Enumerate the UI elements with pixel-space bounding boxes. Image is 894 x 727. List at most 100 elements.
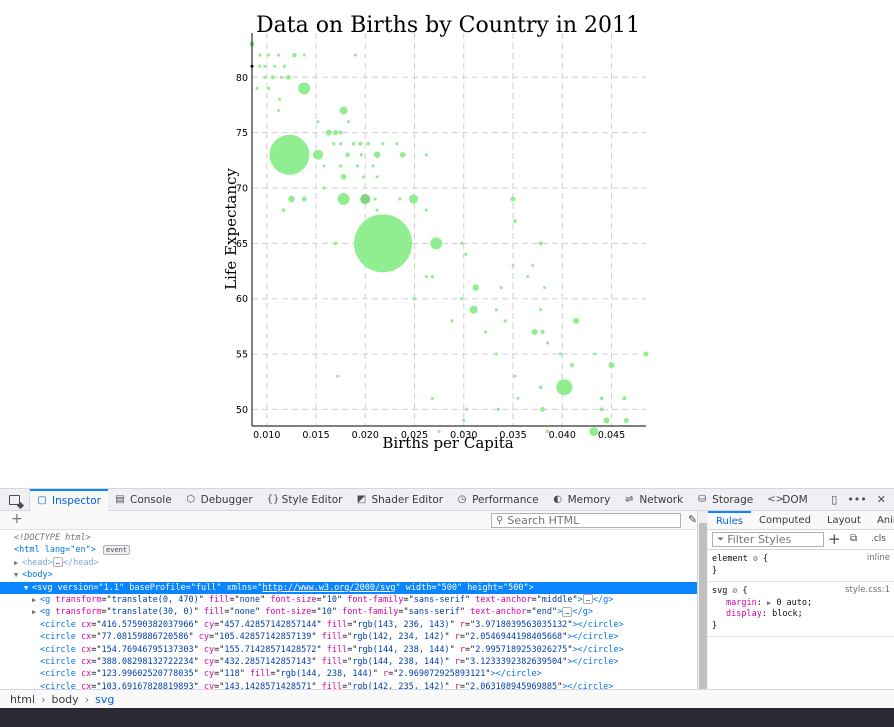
tree-g-yaxis[interactable]: ▶ <g transform="translate(30, 0)" fill="n… — [32, 606, 593, 618]
tree-circle[interactable]: <circle cx="103.69167828819893" cy="143.… — [40, 681, 614, 689]
tab-label: Performance — [472, 493, 539, 506]
expand-arrow-icon[interactable]: ▶ — [32, 595, 37, 604]
scrollbar-thumb[interactable] — [699, 523, 707, 689]
debugger-icon: ⬡ — [186, 494, 196, 505]
data-point — [494, 308, 498, 312]
tab-dom[interactable]: <> DOM — [760, 489, 814, 511]
filter-styles-box[interactable]: ⏷ — [712, 532, 824, 547]
y-tick-labels: 50 55 60 65 70 75 80 — [236, 73, 248, 416]
expand-arrow-icon[interactable]: ▶ — [14, 558, 19, 567]
cls-toggle[interactable]: .cls — [871, 534, 886, 544]
data-point — [302, 53, 306, 57]
more-icon[interactable]: ••• — [847, 493, 867, 506]
data-point — [643, 351, 649, 357]
data-point — [511, 263, 515, 267]
tree-doctype[interactable]: <!DOCTYPE html> — [0, 532, 697, 544]
data-point — [358, 141, 363, 146]
expand-arrow-icon[interactable]: ▶ — [32, 608, 37, 617]
data-point — [531, 263, 535, 267]
tree-circle[interactable]: <circle cx="416.57590382037966" cy="457.… — [40, 619, 624, 630]
tab-layout[interactable]: Layout — [826, 514, 861, 526]
tree-circle[interactable]: <circle cx="388.08298132722234" cy="432.… — [40, 656, 619, 667]
markup-scrollbar[interactable] — [698, 511, 708, 689]
filter-styles-input[interactable] — [727, 533, 818, 546]
rule-property[interactable]: display: block; — [726, 609, 803, 619]
xmlns-link[interactable]: http://www.w3.org/2000/svg — [262, 582, 396, 593]
tree-html[interactable]: <html lang="en"> event — [0, 544, 697, 556]
collapse-arrow-icon[interactable]: ▼ — [24, 583, 29, 592]
tab-inspector[interactable]: ▢ Inspector — [30, 488, 108, 511]
data-point — [279, 75, 284, 79]
tab-memory[interactable]: ◐ Memory — [546, 489, 618, 511]
tree-circle[interactable]: <circle cx="123.99602520778035" cy="118"… — [40, 669, 542, 680]
breadcrumb-html[interactable]: html — [10, 692, 36, 706]
data-point — [540, 406, 545, 412]
tree-circle[interactable]: <circle cx="77.08159886720586" cy="105.4… — [40, 632, 619, 643]
tree-g-xaxis[interactable]: ▶ <g transform="translate(0, 470)" fill="… — [32, 594, 614, 605]
rule-source-link[interactable]: style.css:1 — [845, 585, 890, 595]
tab-label: Inspector — [52, 494, 101, 507]
data-point — [322, 164, 326, 168]
collapse-arrow-icon[interactable]: ▼ — [14, 571, 19, 580]
tab-label: Shader Editor — [371, 493, 444, 506]
data-point — [359, 153, 363, 157]
data-point — [430, 274, 434, 279]
eyedropper-icon[interactable]: ✎ — [688, 513, 698, 526]
tab-animations[interactable]: Anim — [876, 514, 894, 526]
data-point — [460, 297, 464, 301]
tree-svg-selected[interactable]: ▼ <svg version="1.1" baseProfile="full" x… — [0, 581, 697, 594]
data-point — [351, 141, 356, 146]
breadcrumb-svg[interactable]: svg — [95, 692, 115, 706]
element-picker-button[interactable] — [0, 488, 30, 511]
body-tag-text: <body> — [22, 570, 53, 581]
rule-property[interactable]: margin: ▶ 0 auto; — [726, 597, 813, 608]
rule-selector: element — [712, 554, 748, 564]
data-point — [292, 52, 297, 58]
add-rule-icon[interactable]: + — [828, 530, 841, 548]
x-tick-labels: 0.010 0.015 0.020 0.025 0.030 0.035 0.040 0.045 — [253, 430, 625, 441]
data-point — [360, 194, 371, 205]
search-html-box[interactable]: ⚲ — [491, 513, 681, 528]
data-point — [312, 149, 323, 160]
event-badge[interactable]: event — [103, 544, 131, 555]
data-point — [333, 241, 338, 246]
tab-network[interactable]: ⇌ Network — [617, 489, 690, 511]
data-point — [472, 284, 479, 291]
tab-label: Network — [639, 493, 684, 506]
x-tick-label: 0.045 — [598, 430, 625, 441]
close-icon[interactable]: ✕ — [876, 493, 886, 506]
gear-icon[interactable]: ⚙ — [752, 554, 758, 563]
data-point — [430, 237, 443, 250]
data-point — [276, 53, 281, 57]
markup-view: + ⚲ ✎ <!DOCTYPE html> <html lang="en"> e… — [0, 511, 698, 689]
search-html-input[interactable] — [507, 514, 668, 527]
tab-console[interactable]: ▤ Console — [108, 489, 179, 511]
data-point — [516, 396, 520, 400]
data-point — [333, 130, 339, 136]
rule-selector: svg — [712, 586, 728, 596]
add-node-icon[interactable]: + — [11, 511, 23, 527]
dock-icon[interactable]: ▯ — [831, 493, 838, 506]
data-point — [593, 352, 597, 356]
pseudo-class-icon[interactable]: ⧉ — [850, 533, 858, 544]
collapsed-ellipsis[interactable]: … — [52, 557, 63, 568]
tab-shader-editor[interactable]: ◩ Shader Editor — [349, 489, 450, 511]
tab-storage[interactable]: ⛁ Storage — [690, 489, 760, 511]
tree-body[interactable]: ▼ <body> — [0, 569, 697, 581]
tab-performance[interactable]: ◷ Performance — [450, 489, 546, 511]
head-close-text: </head> — [62, 557, 99, 568]
data-point — [540, 329, 545, 334]
rule-svg: svg ⚙ { style.css:1 margin: ▶ 0 auto; di… — [708, 582, 894, 637]
data-point — [375, 175, 379, 179]
tab-style-editor[interactable]: {} Style Editor — [260, 489, 350, 511]
data-point — [354, 214, 413, 273]
html-tag-text: <html lang="en"> — [14, 545, 96, 556]
tab-computed[interactable]: Computed — [758, 514, 811, 526]
tab-rules[interactable]: Rules — [708, 510, 751, 530]
tree-circle[interactable]: <circle cx="154.76946795137303" cy="155.… — [40, 644, 624, 655]
gear-icon[interactable]: ⚙ — [732, 586, 738, 595]
tab-debugger[interactable]: ⬡ Debugger — [179, 489, 260, 511]
tree-head[interactable]: ▶ <head>… </head> — [0, 557, 697, 569]
breadcrumb-body[interactable]: body — [51, 692, 79, 706]
rule-source[interactable]: inline — [866, 553, 890, 563]
